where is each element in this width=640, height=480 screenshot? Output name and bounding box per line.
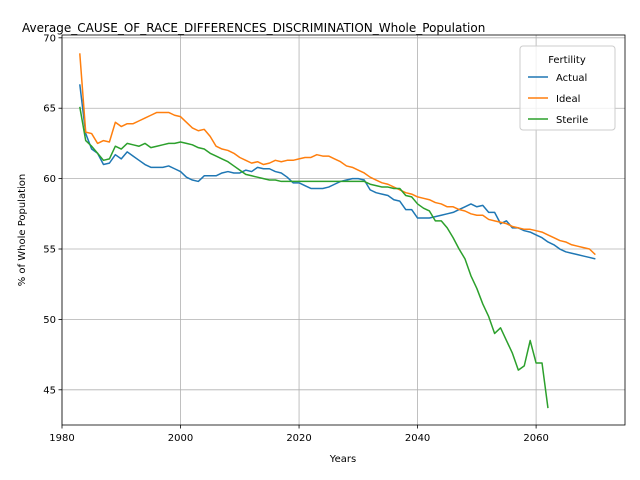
series-line-ideal: [79, 53, 596, 256]
legend-label-sterile: Sterile: [556, 115, 588, 126]
x-axis-ticks: 1980 2000 2020 2040 2060: [49, 425, 549, 444]
series-lines: [79, 53, 596, 409]
chart-title: Average_CAUSE_OF_RACE_DIFFERENCES_DISCRI…: [22, 21, 485, 35]
y-axis-label: % of Whole Population: [17, 174, 28, 287]
series-line-actual: [79, 84, 596, 260]
y-tick-label: 55: [43, 245, 56, 256]
x-tick-label: 2020: [286, 433, 311, 444]
legend-box: [519, 45, 616, 131]
legend-label-ideal: Ideal: [556, 94, 580, 105]
legend-title: Fertility: [548, 55, 586, 66]
y-tick-label: 45: [43, 385, 56, 396]
x-tick-label: 2000: [168, 433, 193, 444]
x-tick-label: 1980: [49, 433, 74, 444]
series-line-sterile: [79, 106, 549, 409]
x-tick-label: 2040: [405, 433, 430, 444]
legend-label-actual: Actual: [556, 73, 587, 84]
plot-frame: [61, 34, 626, 426]
y-tick-label: 50: [43, 315, 56, 326]
x-axis-label: Years: [329, 454, 356, 465]
x-tick-label: 2060: [523, 433, 548, 444]
y-tick-label: 60: [43, 174, 56, 185]
y-tick-label: 70: [43, 33, 56, 44]
y-axis-ticks: 45 50 55 60 65 70: [43, 33, 62, 396]
legend: Fertility Actual Ideal Sterile: [519, 45, 616, 131]
y-tick-label: 65: [43, 104, 56, 115]
